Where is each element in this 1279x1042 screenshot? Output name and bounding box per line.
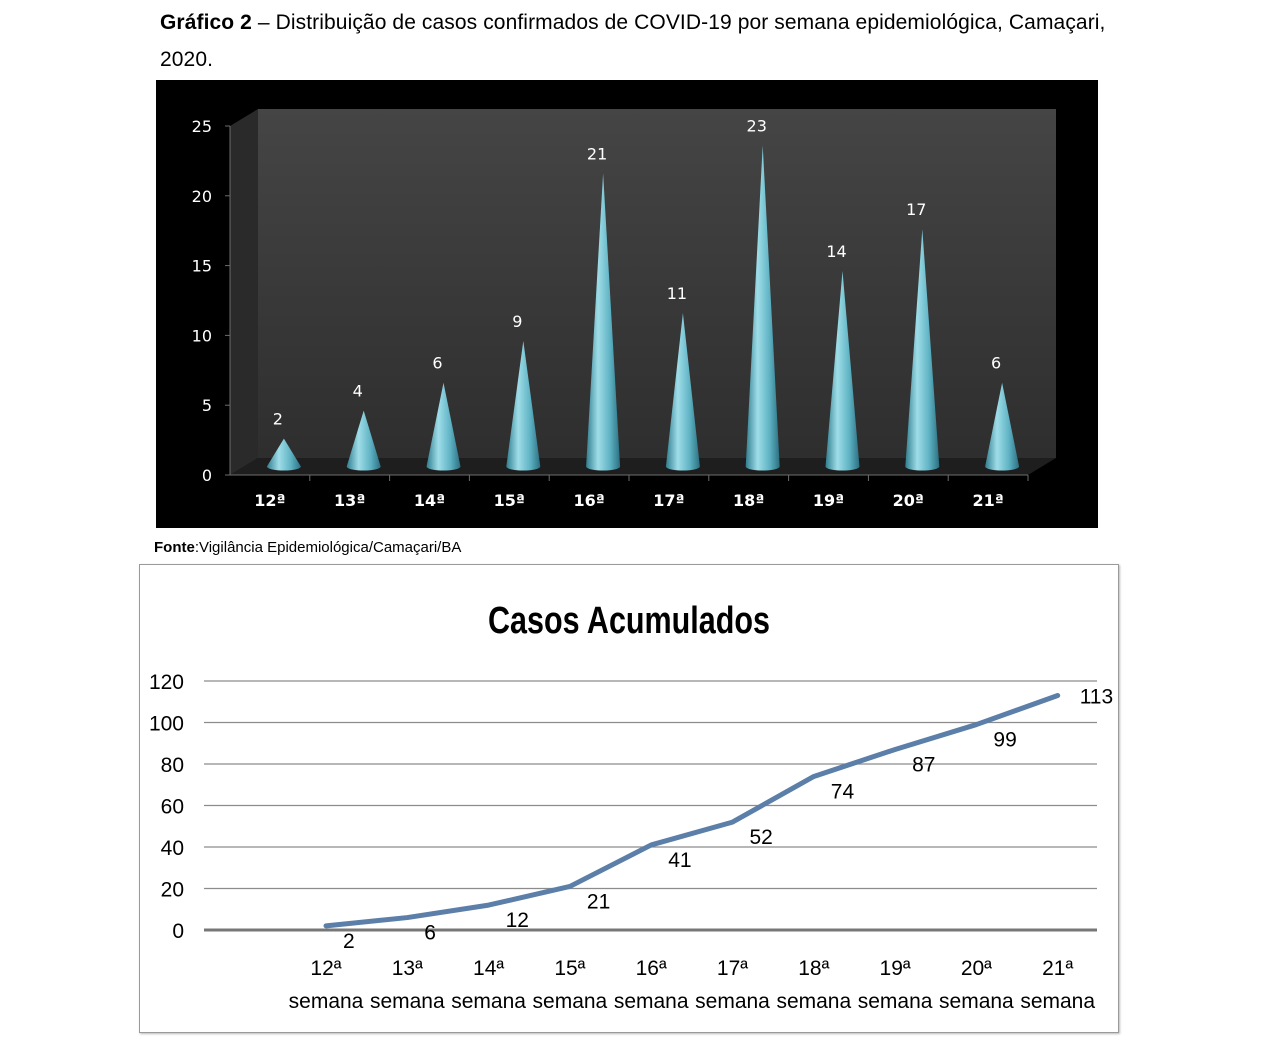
data-label: 21 [587,144,607,163]
y-tick-label: 80 [161,754,184,777]
cumulative-chart-svg: Casos Acumulados 0 20 40 60 80 100 120 2 6 12 21 41 5… [149,600,1113,1013]
x-tick-label: 15ª [494,491,525,510]
data-label: 17 [906,200,926,219]
data-label: 6 [991,354,1001,373]
x-tick-label: 16ª semana [614,957,689,1013]
figure-caption: Gráfico 2 – Distribuição de casos confir… [160,4,1120,78]
x-tick-label: 12ª [254,491,285,510]
x-tick-label: 15ª semana [533,957,608,1013]
x-tick-label: 21ª semana [1020,957,1095,1013]
x-tick-label: 17ª [653,491,684,510]
y-tick-label: 40 [161,837,184,860]
side-wall [230,109,258,475]
data-label: 21 [587,890,610,913]
cone-bar [346,410,381,471]
cone-bar [825,271,860,471]
y-tick-label: 10 [192,326,212,345]
data-label: 11 [667,284,687,303]
x-tick-label: 19ª [813,491,844,510]
data-label: 12 [506,909,529,932]
cone-bar [426,382,461,471]
x-tick-label: 13ª [334,491,365,510]
data-label: 41 [668,849,691,872]
data-label: 14 [826,242,846,261]
source-text: :Vigilância Epidemiológica/Camaçari/BA [194,539,462,556]
cone-bar [506,340,541,471]
cone-chart: 0 5 10 15 20 25 2 12ª 4 13ª 6 14ª 9 15ª 21 16ª 11 17ª 23 18… [156,80,1098,528]
cone-bar [985,382,1020,471]
cone-bar [586,173,621,471]
back-wall [258,109,1056,458]
y-tick-label: 0 [202,466,212,485]
cumulative-line [323,693,1061,929]
x-tick-label: 19ª semana [858,957,933,1013]
data-label: 2 [343,930,355,953]
x-tick-label: 12ª semana [289,957,364,1013]
data-label: 9 [512,312,522,331]
data-label: 23 [747,116,767,135]
chart-title: Casos Acumulados [488,600,770,642]
x-tick-label: 16ª [573,491,604,510]
x-tick-label: 18ª semana [776,957,851,1013]
data-label: 4 [353,382,363,401]
y-tick-label: 5 [202,396,212,415]
y-tick-label: 25 [192,117,212,136]
source-note: Fonte:Vigilância Epidemiológica/Camaçari… [154,539,461,556]
caption-text: – Distribuição de casos confirmados de C… [160,11,1106,71]
y-tick-label: 20 [161,879,184,902]
caption-prefix: Gráfico 2 [160,11,252,34]
data-label: 99 [993,729,1016,752]
data-label: 6 [424,922,436,945]
x-tick-label: 14ª [414,491,445,510]
data-label: 74 [831,780,855,803]
data-label: 87 [912,753,935,776]
source-label: Fonte [154,539,195,556]
cone-bar [266,438,301,471]
y-tick-label: 15 [192,257,212,276]
x-tick-label: 14ª semana [451,957,526,1013]
cone-chart-svg: 0 5 10 15 20 25 2 12ª 4 13ª 6 14ª 9 15ª 21 16ª 11 17ª 23 18… [156,80,1098,528]
x-tick-label: 13ª semana [370,957,445,1013]
y-tick-label: 100 [149,713,184,736]
data-label: 2 [273,410,283,429]
x-tick-label: 18ª [733,491,764,510]
cone-bar [665,312,700,471]
cone-bar [745,145,780,471]
y-tick-label: 20 [192,187,212,206]
y-tick-label: 60 [161,796,184,819]
x-tick-label: 17ª semana [695,957,770,1013]
y-tick-label: 120 [149,671,184,694]
x-tick-label: 21ª [972,491,1003,510]
x-tick-label: 20ª [893,491,924,510]
y-tick-label: 0 [172,920,184,943]
data-label: 52 [750,826,773,849]
cone-bar [905,229,940,471]
data-label: 113 [1080,686,1113,709]
cumulative-chart: Casos Acumulados 0 20 40 60 80 100 120 2 6 12 21 41 5… [139,564,1119,1033]
x-tick-label: 20ª semana [939,957,1014,1013]
data-label: 6 [432,354,442,373]
